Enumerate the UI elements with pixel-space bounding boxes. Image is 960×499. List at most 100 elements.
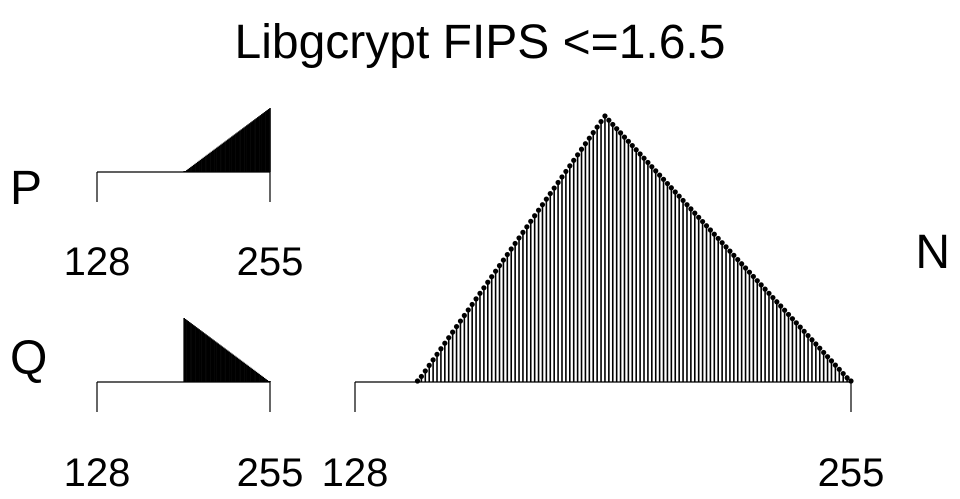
bar-marker: [625, 138, 631, 144]
bar-marker: [473, 296, 479, 302]
bar-marker: [512, 240, 518, 247]
bar-marker: [535, 207, 542, 213]
bar-marker: [516, 235, 522, 241]
x-tick-label: 255: [237, 240, 304, 284]
bar-marker: [594, 124, 600, 130]
x-tick-label: 128: [322, 451, 389, 495]
bar-marker: [492, 268, 499, 274]
bar-marker: [703, 223, 710, 229]
bar-marker: [746, 269, 753, 275]
bar-marker: [555, 179, 561, 186]
bar-marker: [489, 274, 495, 280]
bar-marker: [645, 159, 651, 166]
bar-marker: [446, 335, 452, 341]
bar-marker: [817, 345, 823, 351]
bar-marker: [418, 373, 424, 380]
bar-marker: [660, 176, 667, 182]
bar-marker: [813, 341, 819, 347]
bar-marker: [567, 163, 573, 169]
bar-marker: [770, 294, 776, 301]
panel-label: Q: [10, 332, 47, 385]
bar-marker: [578, 146, 585, 152]
bar-marker: [649, 164, 655, 170]
bar-marker: [442, 340, 448, 346]
bar-marker: [828, 358, 835, 364]
bar-marker: [707, 227, 714, 233]
bar-marker: [481, 285, 487, 291]
bar-marker: [735, 256, 741, 263]
x-tick-label: 128: [64, 240, 131, 284]
bar-marker: [719, 240, 725, 246]
bar-marker: [688, 206, 694, 212]
panel-label: P: [10, 162, 42, 215]
bar-marker: [539, 202, 546, 208]
bar-marker: [711, 231, 717, 237]
bar-marker: [762, 286, 768, 292]
bar-marker: [664, 180, 671, 187]
bar-marker: [422, 368, 428, 374]
bar-marker: [426, 362, 432, 368]
bar-marker: [778, 303, 784, 309]
bar-marker: [563, 168, 569, 175]
bar-marker: [524, 224, 530, 230]
bar-marker: [559, 174, 565, 180]
bar-marker: [500, 257, 507, 263]
bar-marker: [485, 279, 491, 285]
bar-marker: [547, 190, 553, 197]
bar-marker: [821, 349, 827, 356]
panel-q: Q 128 255: [10, 318, 303, 495]
bar-marker: [637, 151, 643, 157]
bar-marker: [532, 213, 538, 219]
bar-marker: [742, 265, 749, 271]
bar-marker: [676, 193, 682, 199]
bar-marker: [739, 261, 745, 267]
bar-marker: [844, 375, 850, 381]
bar-marker: [602, 113, 608, 119]
bar-marker: [653, 168, 659, 174]
bar-marker: [696, 214, 702, 220]
bar-marker: [606, 117, 612, 123]
bar-marker: [785, 311, 792, 318]
bar-marker: [789, 316, 796, 322]
bar-marker: [582, 141, 589, 147]
bar-marker: [469, 301, 475, 308]
bar-marker: [805, 332, 811, 339]
bar-marker: [680, 197, 686, 204]
bar-marker: [543, 196, 549, 202]
bar-marker: [848, 378, 854, 384]
bar-marker: [754, 278, 760, 284]
bar-marker: [621, 134, 628, 140]
bar-marker: [633, 147, 639, 153]
bar-marker: [575, 152, 581, 158]
chart-title: Libgcrypt FIPS <=1.6.5: [235, 16, 726, 69]
bar-marker: [590, 130, 596, 136]
bar-marker: [465, 307, 471, 313]
bar-marker: [836, 366, 842, 372]
bar-marker: [434, 351, 440, 357]
bar-marker: [840, 370, 846, 377]
bar-marker: [699, 218, 706, 225]
bar-marker: [832, 362, 838, 368]
bar-marker: [450, 329, 456, 335]
panel-p: P 128 255: [10, 108, 303, 284]
bar-marker: [430, 357, 436, 363]
bar-marker: [750, 273, 756, 280]
bar-marker: [657, 172, 663, 178]
bar-marker: [723, 244, 729, 250]
panel-label: N: [915, 226, 950, 279]
bar-marker: [782, 307, 788, 313]
bar-marker: [715, 235, 721, 242]
bar-marker: [586, 135, 592, 141]
bar-marker: [766, 290, 772, 296]
bar-marker: [758, 282, 764, 288]
bar-marker: [610, 121, 616, 128]
bar-marker: [461, 312, 467, 319]
bar-marker: [614, 126, 620, 132]
bar-marker: [520, 229, 526, 235]
bar-marker: [477, 290, 483, 296]
bar-marker: [508, 246, 514, 252]
bar-marker: [453, 323, 460, 330]
bar-marker: [668, 185, 674, 191]
bar-marker: [793, 320, 799, 326]
bar-marker: [571, 157, 577, 163]
